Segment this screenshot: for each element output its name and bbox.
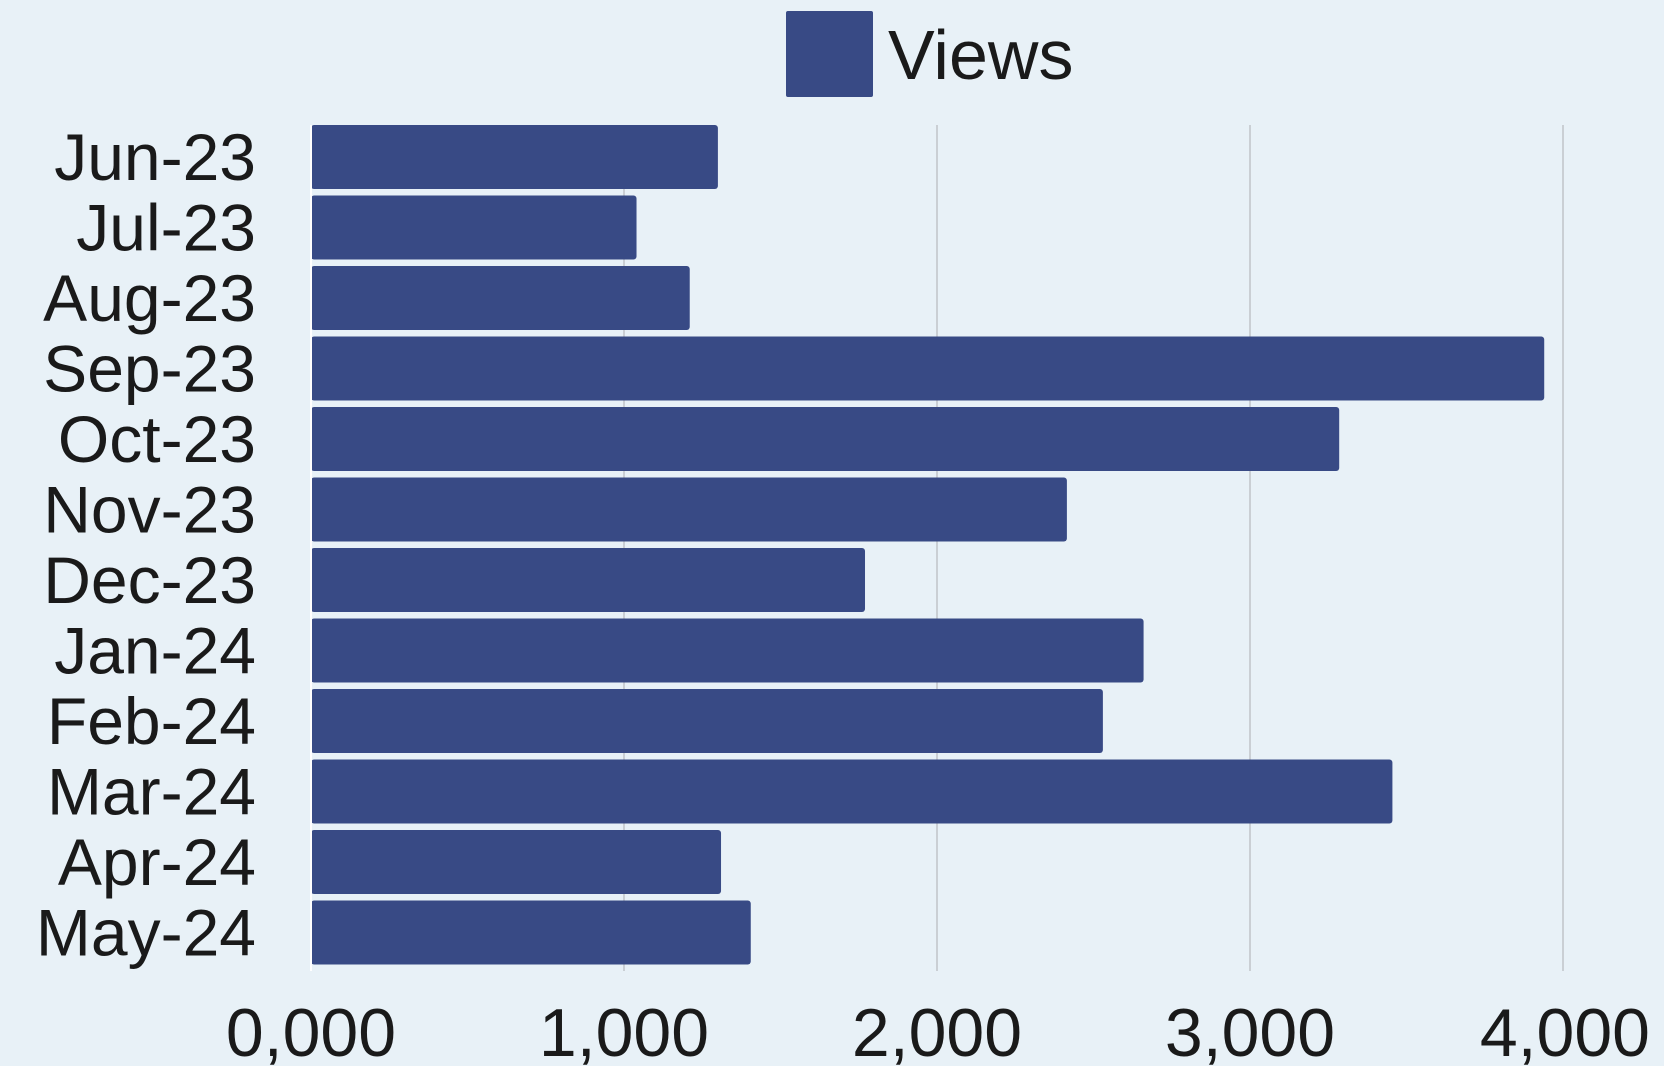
- category-label: Jul-23: [76, 191, 256, 265]
- bar-aug-23: [311, 266, 690, 330]
- bar-feb-24: [311, 689, 1103, 753]
- bar-oct-23: [311, 407, 1340, 471]
- legend-swatch-views: [786, 11, 873, 97]
- x-tick-labels: 0,000 1,000 2,000 3,000 4,000: [226, 995, 1650, 1066]
- bar-jun-23: [311, 125, 718, 189]
- bars: [310, 125, 1545, 971]
- category-label: Oct-23: [58, 402, 256, 476]
- x-tick-label: 3,000: [1165, 995, 1335, 1066]
- x-tick-label: 1,000: [539, 995, 709, 1066]
- bar-jan-24: [311, 618, 1144, 683]
- legend-label-views: Views: [888, 16, 1073, 94]
- bar-may-24: [311, 900, 751, 965]
- category-label: Nov-23: [43, 473, 256, 547]
- bar-apr-24: [311, 830, 722, 894]
- category-label: Sep-23: [43, 332, 256, 406]
- x-tick-label: 4,000: [1480, 995, 1650, 1066]
- x-tick-label: 0,000: [226, 995, 396, 1066]
- category-label: Dec-23: [43, 543, 256, 617]
- bar-nov-23: [311, 477, 1067, 542]
- category-label: Aug-23: [43, 261, 256, 335]
- category-label: Apr-24: [58, 825, 256, 899]
- category-label: Feb-24: [47, 684, 256, 758]
- legend: Views: [786, 11, 1073, 97]
- category-labels: Jun-23Jul-23Aug-23Sep-23Oct-23Nov-23Dec-…: [36, 120, 256, 970]
- category-label: May-24: [36, 896, 256, 970]
- bar-mar-24: [311, 759, 1393, 824]
- x-tick-label: 2,000: [852, 995, 1022, 1066]
- category-label: Jun-23: [54, 120, 256, 194]
- bar-jul-23: [311, 195, 637, 260]
- category-label: Mar-24: [47, 755, 256, 829]
- bar-dec-23: [311, 548, 866, 612]
- category-label: Jan-24: [54, 614, 256, 688]
- bar-sep-23: [311, 336, 1545, 401]
